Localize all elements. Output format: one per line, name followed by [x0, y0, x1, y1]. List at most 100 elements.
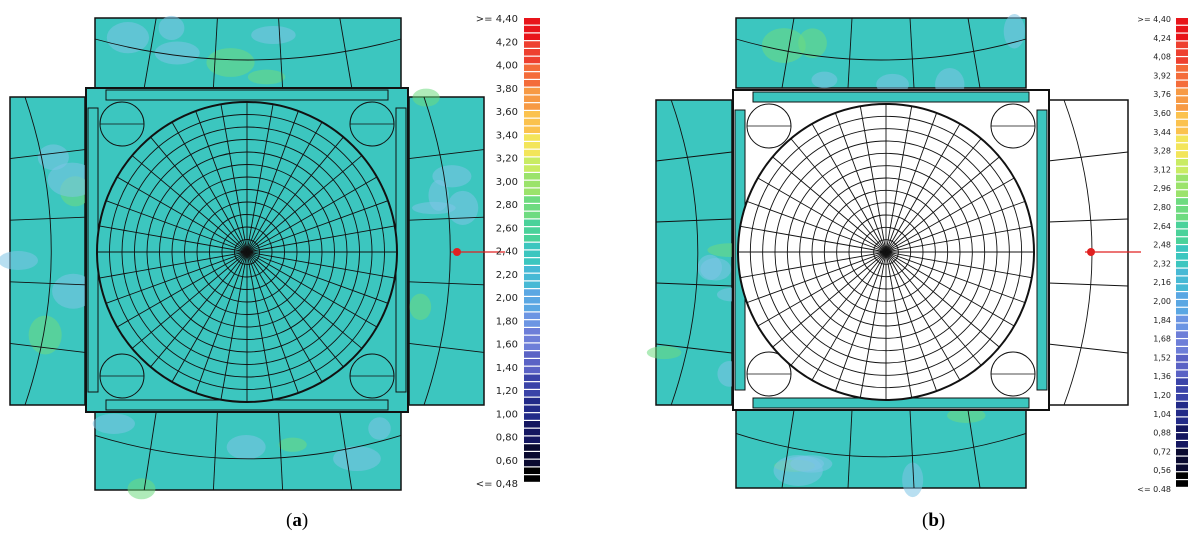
- dome-meridian: [772, 251, 887, 348]
- scale-swatch: [524, 196, 540, 203]
- scale-swatch: [1176, 57, 1188, 64]
- wing-mesh-line: [1047, 218, 1129, 223]
- scale-swatch: [1176, 127, 1188, 135]
- scale-label: 2,64: [1153, 222, 1171, 231]
- dome-meridian: [195, 110, 248, 253]
- scale-label: 1,36: [1153, 372, 1171, 381]
- scale-swatch: [1176, 72, 1188, 80]
- scale-swatch: [524, 33, 540, 41]
- wing-mesh-line: [143, 17, 157, 89]
- wing-mesh-line: [967, 17, 981, 89]
- scale-label: 1,84: [1153, 316, 1171, 325]
- scale-swatch: [1176, 104, 1188, 111]
- stress-hotspot: [368, 417, 391, 440]
- scale-swatch: [524, 87, 540, 95]
- scale-swatch: [524, 359, 540, 366]
- wing-mesh-line: [408, 281, 485, 286]
- dome-meridian: [195, 251, 248, 394]
- scale-swatch: [524, 397, 540, 405]
- structure: [0, 15, 505, 500]
- dome-meridian: [105, 251, 248, 304]
- scale-label: 0,72: [1153, 447, 1171, 456]
- wing-mesh-line: [339, 411, 353, 491]
- dome-meridian: [885, 251, 938, 392]
- scale-swatch: [1176, 417, 1188, 425]
- wing-arc: [24, 96, 52, 406]
- dome-meridian: [885, 251, 913, 398]
- wing-mesh-line: [655, 151, 733, 162]
- dome-meridian: [150, 136, 248, 253]
- scale-swatch: [524, 413, 540, 420]
- stress-hotspot: [333, 446, 381, 472]
- dome-meridian: [790, 138, 887, 253]
- scale-label: 2,60: [496, 223, 518, 234]
- dome-meridian: [834, 112, 887, 253]
- scale-swatch: [1176, 370, 1188, 378]
- wing-mesh-line: [408, 342, 485, 353]
- scale-swatch: [524, 452, 540, 459]
- scale-swatch: [524, 204, 540, 211]
- dome-meridian: [757, 177, 887, 253]
- dome-meridian: [246, 176, 378, 253]
- scale-swatch: [524, 149, 540, 157]
- dome-meridian: [885, 251, 1026, 304]
- scale-swatch: [524, 421, 540, 428]
- scale-label: 2,20: [496, 270, 518, 281]
- dome-meridian: [246, 104, 274, 253]
- stress-hotspot: [773, 454, 823, 486]
- wing-arc: [94, 38, 402, 61]
- dome-meridian: [246, 251, 344, 368]
- stress-hotspot: [811, 71, 838, 89]
- stress-hotspot: [278, 437, 307, 452]
- scale-swatch: [1176, 245, 1188, 252]
- scale-swatch: [524, 173, 540, 180]
- scale-label: 3,40: [496, 130, 518, 141]
- stress-hotspot: [47, 162, 98, 197]
- support-node: [1087, 248, 1095, 256]
- dome-meridian: [885, 112, 938, 253]
- scale-label: 3,20: [496, 154, 518, 165]
- top-beam: [752, 91, 1030, 103]
- dome-meridian: [885, 251, 1000, 348]
- dome-meridian: [99, 251, 248, 279]
- dome-meridian: [246, 251, 395, 279]
- wing-mesh-line: [1047, 282, 1129, 287]
- scale-swatch: [1176, 480, 1188, 487]
- dome-meridian: [885, 123, 961, 253]
- scale-label: 0,88: [1153, 429, 1171, 438]
- wing-mesh-line: [9, 216, 86, 221]
- scale-swatch: [1176, 284, 1188, 291]
- dome-meridian: [246, 251, 323, 383]
- scale-swatch: [1176, 386, 1188, 393]
- dome-meridian: [740, 251, 887, 279]
- panel-b: >= 4,40 4,24 4,08 3,92 3,76 3,60 3,44 3,28 3,12 2…: [599, 0, 1198, 533]
- scale-swatch: [1176, 119, 1188, 127]
- panel-a: >= 4,40 4,20 4,00 3,80 3,60 3,40 3,20 3,00 2,80 2…: [0, 14, 540, 531]
- scale-label: 1,68: [1153, 335, 1171, 344]
- scale-swatch: [524, 444, 540, 451]
- right-beam: [1036, 109, 1048, 391]
- scale-swatch: [1176, 307, 1188, 315]
- scale-label: >= 4,40: [1137, 15, 1171, 24]
- scale-label: 2,48: [1153, 241, 1171, 250]
- scale-label: >= 4,40: [476, 14, 518, 25]
- dome-meridian: [246, 121, 323, 253]
- scale-swatch: [524, 80, 540, 87]
- scale-swatch: [1176, 237, 1188, 244]
- dome-meridian: [171, 121, 248, 253]
- wing-mesh-line: [1047, 151, 1129, 162]
- wing-mesh-line: [212, 411, 218, 491]
- scale-swatch: [1176, 135, 1188, 143]
- scale-swatch: [524, 180, 540, 188]
- scale-swatch: [524, 405, 540, 413]
- scale-swatch: [1176, 198, 1188, 205]
- scale-swatch: [524, 328, 540, 335]
- stress-hotspot: [106, 22, 150, 54]
- wing-arc: [423, 96, 451, 406]
- scale-swatch: [1176, 456, 1188, 464]
- scale-swatch: [524, 219, 540, 227]
- stress-hotspot: [0, 250, 39, 271]
- scale-swatch: [524, 374, 540, 382]
- dome-meridian: [220, 251, 248, 400]
- stress-hotspot: [447, 190, 479, 225]
